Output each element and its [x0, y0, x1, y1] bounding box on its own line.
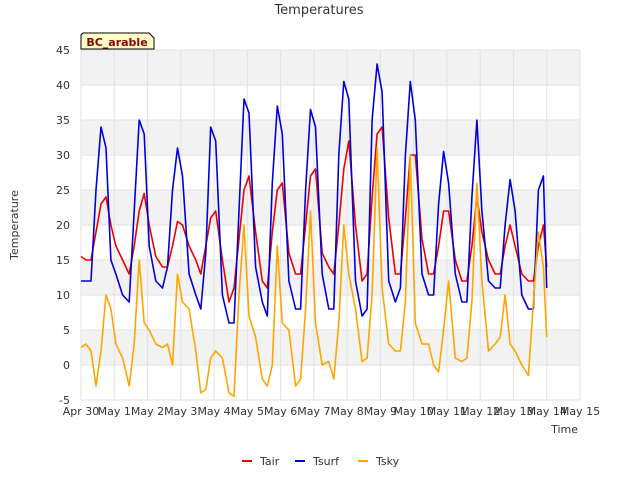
x-tick-label: May 13 — [493, 405, 533, 418]
plot-band — [81, 225, 580, 260]
plot-band — [81, 85, 580, 120]
series-lines — [80, 63, 548, 398]
legend-label-tair: Tair — [259, 455, 280, 468]
chart-title: Temperatures — [273, 3, 363, 18]
x-tick-label: Apr 30 — [63, 405, 100, 418]
site-label-background — [80, 32, 155, 50]
series-line-tair — [80, 126, 548, 303]
series-line-tsky — [80, 147, 548, 398]
x-tick-label: May 4 — [197, 405, 230, 418]
y-tick-label: 40 — [56, 79, 70, 92]
y-axis-label: Temperature — [8, 190, 21, 261]
x-tick-label: May 7 — [297, 405, 330, 418]
plot-band — [81, 295, 580, 330]
plot-band — [81, 190, 580, 225]
y-tick-label: 0 — [63, 359, 70, 372]
x-tick-label: May 6 — [264, 405, 297, 418]
plot-band — [81, 155, 580, 190]
x-tick-label: May 1 — [98, 405, 131, 418]
x-tick-label: May 14 — [527, 405, 567, 418]
x-tick-label: May 12 — [460, 405, 500, 418]
y-tick-label: 20 — [56, 219, 70, 232]
y-tick-label: 30 — [56, 149, 70, 162]
site-label-box: BC_arable — [80, 32, 155, 50]
x-tick-label: May 9 — [364, 405, 397, 418]
x-tick-label: May 10 — [394, 405, 434, 418]
legend-label-tsurf: Tsurf — [312, 455, 340, 468]
y-tick-label: 10 — [56, 289, 70, 302]
x-tick-label: May 2 — [131, 405, 164, 418]
plot-band — [81, 50, 580, 85]
x-tick-label: May 11 — [427, 405, 467, 418]
y-tick-label: 25 — [56, 184, 70, 197]
legend: Tair Tsurf Tsky — [242, 455, 400, 468]
x-tick-label: May 8 — [331, 405, 364, 418]
site-label: BC_arable — [86, 36, 147, 49]
y-tick-label: 15 — [56, 254, 70, 267]
plot-band — [81, 365, 580, 400]
y-axis-ticks: -5 0 5 10 15 20 25 30 35 40 45 — [56, 44, 70, 407]
legend-label-tsky: Tsky — [375, 455, 400, 468]
plot-band — [81, 260, 580, 295]
x-tick-label: May 5 — [231, 405, 264, 418]
y-tick-label: -5 — [59, 394, 70, 407]
plot-band — [81, 120, 580, 155]
plot-background-bands — [81, 50, 580, 400]
plot-band — [81, 330, 580, 365]
x-tick-label: May 15 — [560, 405, 600, 418]
x-axis-label: Time — [550, 423, 578, 436]
y-tick-label: 5 — [63, 324, 70, 337]
series-line-tsurf — [81, 63, 548, 324]
x-tick-label: May 3 — [164, 405, 197, 418]
y-tick-label: 35 — [56, 114, 70, 127]
y-tick-label: 45 — [56, 44, 70, 57]
